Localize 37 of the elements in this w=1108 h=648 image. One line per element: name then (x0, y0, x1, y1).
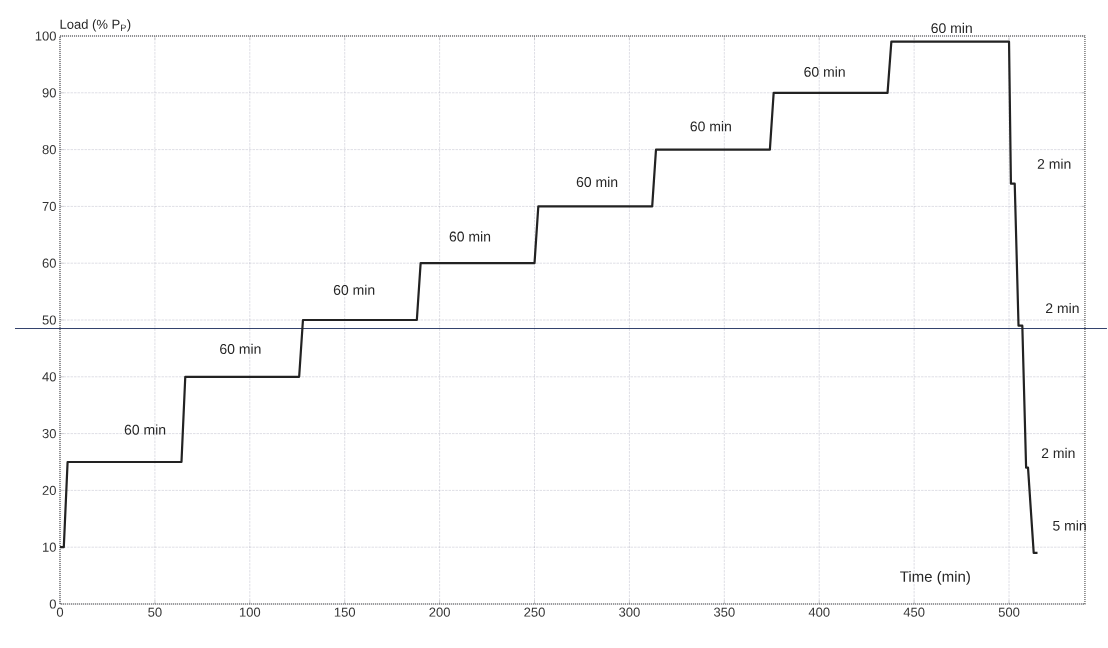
annotation: 5 min (1053, 520, 1086, 531)
annotation: 60 min (804, 66, 845, 77)
y-tick-label: 100 (35, 31, 56, 41)
x-tick-label: 100 (239, 607, 261, 617)
text: 60 min (931, 22, 972, 34)
y-tick-label: 70 (42, 201, 56, 211)
y-tick-label: 90 (42, 88, 56, 98)
y-tick-label: 30 (42, 428, 56, 439)
x-tick-label: 300 (619, 607, 640, 617)
x-tick-label: 350 (713, 607, 735, 617)
annotation: 60 min (576, 176, 618, 188)
x-tick-label: 500 (998, 607, 1020, 617)
annotation: 2 min (1037, 158, 1071, 169)
annotation: 60 min (220, 343, 261, 355)
x-tick-label: 200 (429, 607, 450, 617)
annotation: 60 min (690, 121, 731, 132)
y-tick-label: 0 (49, 599, 56, 609)
y-tick-label: 10 (43, 542, 56, 552)
y-tick-label: 60 (42, 258, 56, 268)
annotation: 60 min (333, 284, 375, 295)
x-tick-label: 0 (56, 607, 64, 617)
x-tick-label: 50 (148, 607, 162, 617)
annotation: 60 min (124, 424, 166, 435)
x-tick-label: 250 (524, 607, 545, 617)
x-axis-title: Time (min) (900, 570, 970, 585)
x-tick-label: 150 (334, 607, 356, 617)
y-tick-label: 80 (42, 144, 56, 155)
x-tick-label: 400 (808, 607, 830, 617)
annotation: 60 min (449, 231, 491, 242)
x-tick-label: 450 (903, 607, 925, 617)
annotation: 2 min (1041, 447, 1075, 458)
line-series (58, 40, 1039, 554)
annotation: 2 min (1045, 302, 1079, 314)
y-tick-label: 50 (42, 315, 56, 325)
y-tick-label: 40 (42, 372, 56, 382)
y-axis-title: Load (% P$_{P}$) (60, 19, 131, 32)
y-tick-label: 20 (42, 485, 56, 495)
